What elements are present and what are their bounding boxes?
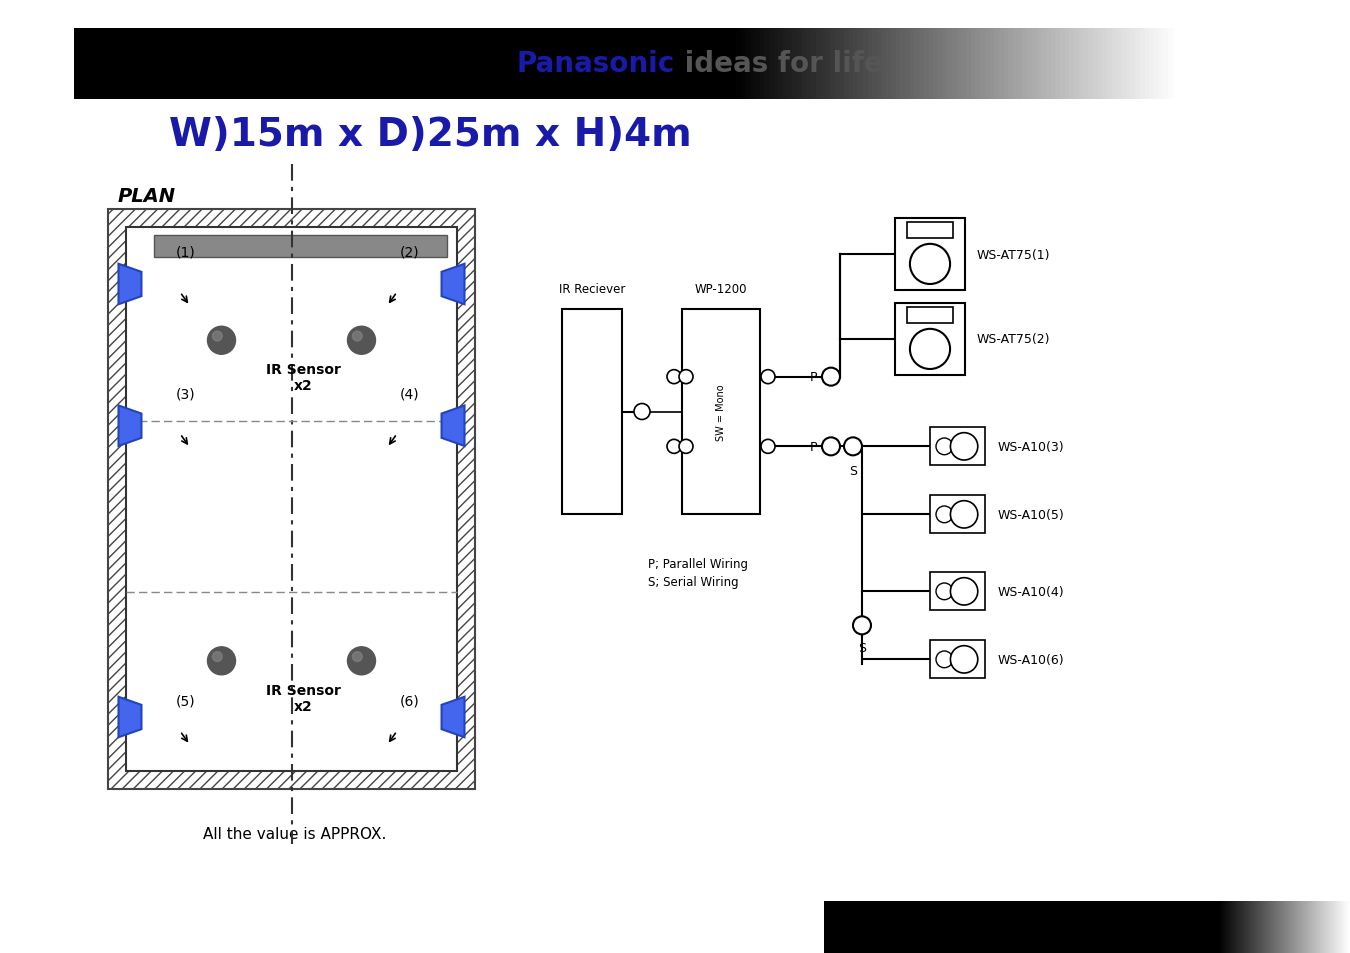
Text: SW = Mono: SW = Mono: [716, 384, 726, 440]
Text: WS-A10(5): WS-A10(5): [998, 508, 1065, 521]
Text: P: P: [810, 371, 817, 384]
Circle shape: [634, 404, 649, 420]
Text: WS-A10(3): WS-A10(3): [998, 440, 1065, 454]
Bar: [108, 210, 475, 789]
Polygon shape: [119, 697, 142, 738]
Circle shape: [910, 245, 950, 285]
Bar: [930, 573, 986, 611]
Text: WS-AT75(1): WS-AT75(1): [977, 248, 1050, 261]
Circle shape: [208, 327, 235, 355]
Text: Panasonic: Panasonic: [517, 51, 675, 78]
Bar: [930, 640, 986, 679]
Polygon shape: [119, 406, 142, 447]
Circle shape: [950, 434, 977, 460]
Circle shape: [667, 440, 680, 454]
Text: W)15m x D)25m x H)4m: W)15m x D)25m x H)4m: [169, 116, 691, 153]
Bar: [154, 235, 447, 257]
Circle shape: [212, 332, 223, 341]
Circle shape: [352, 332, 362, 341]
Circle shape: [936, 583, 953, 600]
Bar: [930, 428, 986, 466]
Text: x2: x2: [294, 379, 313, 393]
Polygon shape: [441, 406, 464, 447]
Bar: [907, 308, 953, 323]
Polygon shape: [119, 265, 142, 305]
Text: IR Sensor: IR Sensor: [266, 363, 342, 376]
Text: S; Serial Wiring: S; Serial Wiring: [648, 576, 738, 589]
Bar: [562, 310, 622, 515]
Text: (6): (6): [400, 695, 420, 708]
Circle shape: [936, 438, 953, 456]
Text: IR Reciever: IR Reciever: [559, 283, 625, 295]
Text: S: S: [849, 465, 857, 477]
Circle shape: [679, 440, 693, 454]
Text: S: S: [859, 641, 865, 655]
Circle shape: [761, 371, 775, 384]
Polygon shape: [441, 265, 464, 305]
Text: WS-A10(4): WS-A10(4): [998, 585, 1065, 598]
Circle shape: [950, 578, 977, 605]
Bar: [895, 304, 965, 375]
Text: WP-1200: WP-1200: [695, 283, 748, 295]
Circle shape: [347, 327, 375, 355]
Circle shape: [347, 647, 375, 675]
Bar: [126, 228, 458, 771]
Bar: [682, 310, 760, 515]
Bar: [907, 223, 953, 238]
Text: ideas for life: ideas for life: [675, 51, 883, 78]
Text: Installation example: Large Scale: Installation example: Large Scale: [144, 59, 876, 97]
Text: PLAN: PLAN: [117, 186, 176, 205]
Text: IR Sensor: IR Sensor: [266, 683, 342, 697]
Text: P; Parallel Wiring: P; Parallel Wiring: [648, 558, 748, 571]
Circle shape: [667, 371, 680, 384]
Text: WS-A10(6): WS-A10(6): [998, 653, 1065, 666]
Circle shape: [853, 617, 871, 635]
Polygon shape: [441, 697, 464, 738]
Circle shape: [936, 651, 953, 668]
Circle shape: [950, 646, 977, 674]
Circle shape: [910, 330, 950, 370]
Circle shape: [212, 652, 223, 661]
Text: x2: x2: [294, 700, 313, 713]
Bar: [895, 219, 965, 291]
Text: (5): (5): [176, 695, 196, 708]
Circle shape: [822, 437, 840, 456]
Text: P: P: [810, 440, 817, 454]
Text: (4): (4): [400, 387, 420, 401]
Circle shape: [822, 368, 840, 386]
Circle shape: [950, 501, 977, 529]
Circle shape: [352, 652, 362, 661]
Text: WS-AT75(2): WS-AT75(2): [977, 334, 1050, 346]
Circle shape: [208, 647, 235, 675]
Bar: [126, 228, 458, 771]
Text: All the value is APPROX.: All the value is APPROX.: [204, 826, 386, 841]
Bar: [930, 496, 986, 534]
Text: (2): (2): [400, 246, 420, 260]
Circle shape: [679, 371, 693, 384]
Text: (1): (1): [176, 246, 196, 260]
Circle shape: [844, 437, 863, 456]
Text: (3): (3): [176, 387, 196, 401]
Circle shape: [761, 440, 775, 454]
Circle shape: [936, 506, 953, 523]
